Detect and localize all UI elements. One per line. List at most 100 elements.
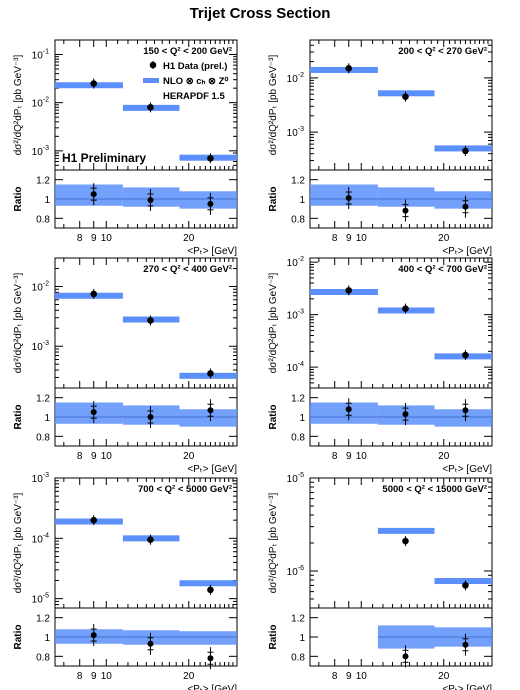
nlo-band bbox=[434, 578, 492, 585]
x-tick-label: 20 bbox=[183, 671, 195, 682]
data-point bbox=[402, 93, 409, 100]
y-axis-title: dσ²/dQ²dPₜ [pb GeV⁻³] bbox=[268, 55, 279, 156]
nlo-band bbox=[377, 90, 435, 97]
data-point bbox=[147, 104, 154, 111]
ratio-uncertainty-band bbox=[310, 184, 378, 206]
data-point bbox=[207, 586, 214, 594]
ratio-point bbox=[90, 191, 97, 198]
x-tick-label: 8 bbox=[77, 671, 83, 682]
x-tick-label: 20 bbox=[183, 451, 195, 462]
y-axis-title: dσ²/dQ²dPₜ [pb GeV⁻³] bbox=[13, 273, 24, 374]
x-tick-label: 20 bbox=[438, 671, 450, 682]
nlo-band bbox=[55, 518, 123, 525]
main-plot-frame bbox=[54, 257, 238, 389]
y-axis-title: dσ²/dQ²dPₜ [pb GeV⁻³] bbox=[268, 493, 279, 594]
data-point bbox=[90, 290, 98, 298]
ratio-tick-label: 1 bbox=[299, 195, 305, 206]
x-tick-label: 8 bbox=[332, 233, 338, 244]
ratio-uncertainty-band bbox=[310, 402, 378, 424]
legend-nlo-label: NLO ⊗ cₕ ⊗ Z⁰ bbox=[163, 76, 228, 87]
x-tick-label: 8 bbox=[77, 233, 83, 244]
data-point bbox=[345, 65, 353, 72]
x-axis-title: <Pₜ> [GeV] bbox=[442, 246, 492, 257]
x-axis-title: <Pₜ> [GeV] bbox=[187, 246, 237, 257]
ratio-tick-label: 0.8 bbox=[36, 432, 50, 443]
y-tick-label: 10-4 bbox=[32, 532, 49, 545]
ratio-axis-title: Ratio bbox=[268, 405, 279, 430]
data-point bbox=[462, 351, 469, 359]
x-tick-label: 20 bbox=[183, 233, 195, 244]
ratio-point bbox=[462, 407, 469, 414]
data-point bbox=[402, 305, 409, 312]
panel-1: 10-3 10-2 10-1 0.8 1 1.2 8 9 10 20 150 < Q² < 200 … bbox=[13, 39, 238, 257]
y-tick-label: 10-5 bbox=[287, 472, 304, 485]
x-tick-label: 9 bbox=[346, 671, 352, 682]
y-axis-title: dσ²/dQ²dPₜ [pb GeV⁻³] bbox=[13, 55, 24, 156]
ratio-uncertainty-band bbox=[179, 631, 237, 645]
ratio-point bbox=[90, 409, 97, 416]
y-tick-label: 10-3 bbox=[287, 309, 304, 322]
nlo-band bbox=[55, 292, 123, 299]
data-point bbox=[207, 154, 214, 162]
panel-q2-label: 200 < Q² < 270 GeV² bbox=[398, 46, 487, 57]
x-tick-label: 8 bbox=[332, 671, 338, 682]
x-axis-title: <Pₜ> [GeV] bbox=[442, 684, 492, 690]
nlo-band bbox=[310, 66, 378, 73]
x-tick-label: 9 bbox=[91, 451, 97, 462]
panel-q2-label: 270 < Q² < 400 GeV² bbox=[143, 264, 232, 275]
y-tick-label: 10-4 bbox=[287, 361, 304, 374]
y-tick-label: 10-5 bbox=[32, 593, 49, 606]
ratio-point bbox=[345, 406, 352, 413]
nlo-band bbox=[310, 288, 378, 295]
x-tick-label: 20 bbox=[438, 233, 450, 244]
y-tick-label: 10-2 bbox=[287, 72, 304, 85]
data-point bbox=[147, 536, 154, 543]
data-point bbox=[90, 516, 98, 524]
data-point bbox=[462, 147, 469, 155]
legend-pdf-label: HERAPDF 1.5 bbox=[163, 91, 225, 102]
ratio-tick-label: 0.8 bbox=[291, 214, 305, 225]
x-tick-label: 10 bbox=[356, 671, 368, 682]
ratio-tick-label: 1 bbox=[44, 633, 50, 644]
ratio-tick-label: 1 bbox=[44, 195, 50, 206]
ratio-point bbox=[345, 195, 352, 202]
main-plot-frame bbox=[309, 257, 493, 389]
y-tick-label: 10-2 bbox=[32, 281, 49, 294]
ratio-uncertainty-band bbox=[377, 187, 435, 207]
x-tick-label: 9 bbox=[91, 671, 97, 682]
panel-4: 10-4 10-3 10-2 0.8 1 1.2 8 9 10 20 400 < Q² < 700 … bbox=[268, 256, 493, 475]
ratio-tick-label: 1.2 bbox=[291, 614, 305, 625]
legend-data-marker bbox=[149, 61, 157, 69]
ratio-tick-label: 1.2 bbox=[36, 394, 50, 405]
data-point bbox=[147, 317, 154, 324]
y-tick-label: 10-6 bbox=[287, 565, 304, 578]
ratio-uncertainty-band bbox=[434, 191, 492, 209]
ratio-tick-label: 1 bbox=[299, 633, 305, 644]
ratio-tick-label: 1.2 bbox=[291, 394, 305, 405]
ratio-point bbox=[462, 203, 469, 210]
x-axis-title: <Pₜ> [GeV] bbox=[187, 464, 237, 475]
panel-6: 10-6 10-5 0.8 1 1.2 8 9 10 20 5000 < Q² < 15000 G… bbox=[268, 472, 493, 690]
ratio-tick-label: 0.8 bbox=[36, 652, 50, 663]
y-axis-title: dσ²/dQ²dPₜ [pb GeV⁻³] bbox=[268, 273, 279, 374]
x-axis-title: <Pₜ> [GeV] bbox=[442, 464, 492, 475]
nlo-band bbox=[55, 82, 123, 89]
data-point bbox=[402, 537, 409, 545]
ratio-axis-title: Ratio bbox=[268, 187, 279, 212]
panel-5: 10-5 10-4 10-3 0.8 1 1.2 8 9 10 20 700 < Q² < 5000… bbox=[13, 472, 238, 690]
x-tick-label: 9 bbox=[346, 451, 352, 462]
x-axis-title: <Pₜ> [GeV] bbox=[187, 684, 237, 690]
ratio-tick-label: 1.2 bbox=[36, 176, 50, 187]
panel-q2-label: 700 < Q² < 5000 GeV² bbox=[138, 484, 232, 495]
ratio-uncertainty-band bbox=[55, 184, 123, 206]
panel-q2-label: 5000 < Q² < 15000 GeV² bbox=[382, 484, 487, 495]
ratio-tick-label: 1 bbox=[44, 413, 50, 424]
ratio-axis-title: Ratio bbox=[13, 405, 24, 430]
panel-3: 10-3 10-2 0.8 1 1.2 8 9 10 20 270 < Q² < 400 GeV²… bbox=[13, 257, 238, 475]
x-tick-label: 9 bbox=[346, 233, 352, 244]
panel-2: 10-3 10-2 0.8 1 1.2 8 9 10 20 200 < Q² < 270 GeV²… bbox=[268, 39, 493, 257]
ratio-tick-label: 1 bbox=[299, 413, 305, 424]
panel-q2-label: 150 < Q² < 200 GeV² bbox=[143, 46, 232, 57]
ratio-point bbox=[402, 411, 409, 418]
